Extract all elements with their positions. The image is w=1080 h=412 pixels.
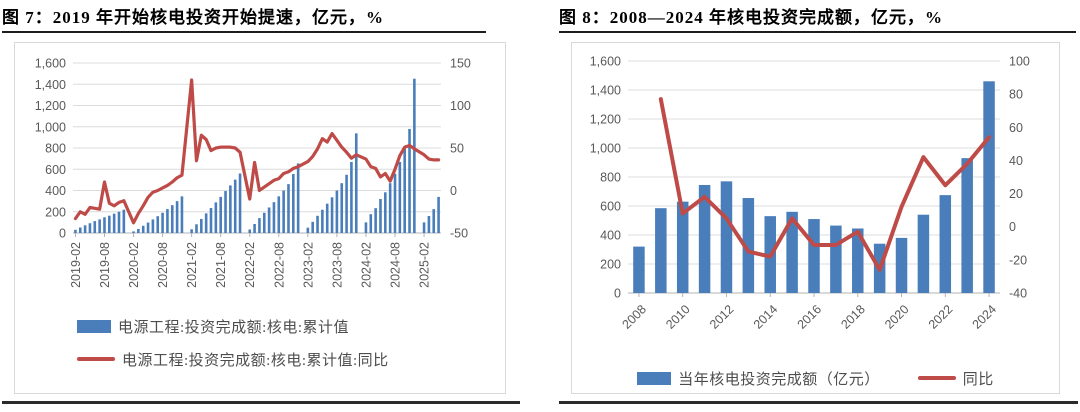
svg-text:150: 150 (450, 57, 471, 71)
svg-text:2021-02: 2021-02 (185, 242, 199, 288)
svg-text:2016: 2016 (795, 302, 825, 332)
legend-item-line: 电源工程:投资完成额:核电:累计值:同比 (77, 347, 505, 371)
svg-text:400: 400 (45, 184, 66, 198)
svg-text:2022-08: 2022-08 (272, 242, 286, 288)
svg-text:600: 600 (600, 200, 621, 214)
svg-text:2020-08: 2020-08 (156, 242, 170, 288)
legend-bar-label: 电源工程:投资完成额:核电:累计值 (118, 319, 350, 336)
svg-text:0: 0 (59, 227, 66, 241)
figure-7: 图 7：2019 年开始核电投资开始提速，亿元，% 0 200 400 600 800 1… (0, 0, 520, 412)
svg-text:2019-08: 2019-08 (98, 242, 112, 288)
svg-text:0: 0 (1009, 220, 1016, 234)
svg-text:1,600: 1,600 (590, 55, 621, 69)
svg-text:2023-08: 2023-08 (330, 242, 344, 288)
svg-text:100: 100 (1009, 55, 1030, 69)
svg-text:600: 600 (45, 163, 66, 177)
svg-text:2014: 2014 (751, 302, 781, 332)
legend-item-bar: 电源工程:投资完成额:核电:累计值 (77, 314, 505, 338)
figure-8-chart-card: 0 200 400 600 800 1,000 1,200 1,400 1,600 -40 -20 0… (571, 42, 1060, 394)
svg-text:1,000: 1,000 (35, 120, 66, 134)
svg-text:200: 200 (600, 258, 621, 272)
svg-text:2019-02: 2019-02 (69, 242, 83, 288)
svg-text:400: 400 (600, 229, 621, 243)
svg-text:50: 50 (450, 142, 464, 156)
figure-7-chart-card: 0 200 400 600 800 1,000 1,200 1,400 1,600 -50 0 50 1… (14, 42, 506, 394)
legend-line-label: 电源工程:投资完成额:核电:累计值:同比 (122, 352, 389, 369)
figure-8-legend: 当年核电投资完成额（亿元） 同比 (572, 366, 1059, 390)
figure-7-bottom-rule (2, 401, 520, 404)
legend-item-line: 同比 (917, 366, 994, 390)
legend-bar-swatch (77, 319, 111, 333)
svg-text:1,600: 1,600 (35, 57, 66, 71)
svg-text:-50: -50 (450, 227, 468, 241)
legend-line-swatch (77, 357, 115, 361)
figure-8-chart-svg: 0 200 400 600 800 1,000 1,200 1,400 1,600 -40 -20 0… (590, 55, 1030, 332)
svg-text:-20: -20 (1009, 253, 1027, 267)
svg-text:80: 80 (1009, 88, 1023, 102)
svg-text:2022-02: 2022-02 (243, 242, 257, 288)
svg-text:1,000: 1,000 (590, 142, 621, 156)
figure-7-legend: 电源工程:投资完成额:核电:累计值 电源工程:投资完成额:核电:累计值:同比 (15, 314, 505, 371)
figure-8-bottom-rule (559, 401, 1078, 404)
svg-text:2018: 2018 (838, 302, 868, 332)
svg-text:2008: 2008 (619, 302, 649, 332)
svg-text:1,400: 1,400 (590, 84, 621, 98)
svg-text:-40: -40 (1009, 287, 1027, 301)
svg-text:2010: 2010 (663, 302, 693, 332)
svg-text:2020-02: 2020-02 (127, 242, 141, 288)
svg-text:200: 200 (45, 205, 66, 219)
svg-text:20: 20 (1009, 187, 1023, 201)
figure-8: 图 8：2008—2024 年核电投资完成额，亿元，% 0 200 400 600 80… (559, 0, 1078, 412)
svg-text:40: 40 (1009, 154, 1023, 168)
svg-text:0: 0 (614, 287, 621, 301)
svg-text:100: 100 (450, 99, 471, 113)
svg-text:60: 60 (1009, 121, 1023, 135)
figure-8-title-rule (559, 31, 1076, 33)
svg-text:800: 800 (600, 171, 621, 185)
svg-text:1,200: 1,200 (35, 99, 66, 113)
svg-text:2025-02: 2025-02 (418, 242, 432, 288)
figure-8-title: 图 8：2008—2024 年核电投资完成额，亿元，% (559, 8, 943, 27)
svg-text:800: 800 (45, 142, 66, 156)
svg-text:2023-02: 2023-02 (301, 242, 315, 288)
svg-text:2021-08: 2021-08 (214, 242, 228, 288)
legend-bar-label: 当年核电投资完成额（亿元） (678, 371, 880, 388)
svg-text:0: 0 (450, 184, 457, 198)
legend-line-label: 同比 (962, 371, 994, 388)
legend-bar-swatch (637, 371, 672, 385)
svg-text:2024-02: 2024-02 (359, 242, 373, 288)
svg-text:2022: 2022 (926, 302, 956, 332)
svg-text:2024: 2024 (970, 302, 1000, 332)
figure-7-chart-svg: 0 200 400 600 800 1,000 1,200 1,400 1,600 -50 0 50 1… (35, 57, 471, 288)
svg-text:2024-08: 2024-08 (389, 242, 403, 288)
legend-item-bar: 当年核电投资完成额（亿元） (637, 366, 880, 390)
svg-text:2020: 2020 (882, 302, 912, 332)
legend-line-swatch (917, 376, 956, 380)
figure-7-title-rule (2, 31, 486, 33)
svg-text:2012: 2012 (707, 302, 737, 332)
svg-text:1,400: 1,400 (35, 78, 66, 92)
svg-text:1,200: 1,200 (590, 113, 621, 127)
figure-7-title: 图 7：2019 年开始核电投资开始提速，亿元，% (2, 8, 384, 27)
